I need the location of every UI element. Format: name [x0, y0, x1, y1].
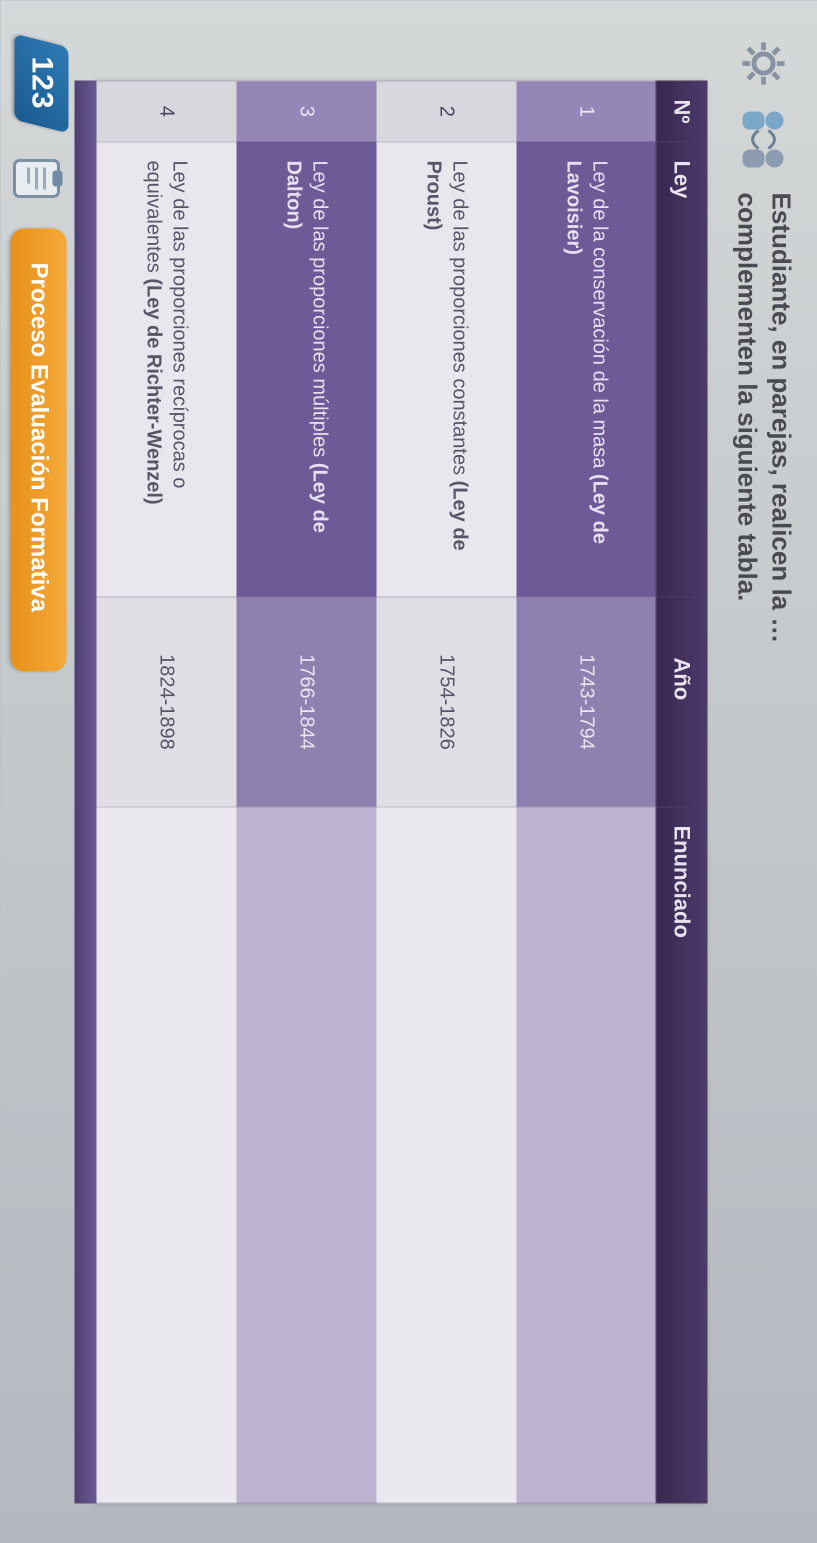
th-ano: Año	[656, 596, 707, 806]
th-ley: Ley	[656, 141, 707, 596]
table-row: 2 Ley de las proporciones constantes (Le…	[376, 81, 516, 1503]
cell-ley: Ley de las proporciones constantes (Ley …	[376, 141, 516, 596]
ley-text: Ley de las proporciones múltiples	[308, 160, 330, 462]
instruction-row: Estudiante, en parejas, realicen la … co…	[729, 40, 797, 1463]
table-row: 1 Ley de la conservación de la masa (Ley…	[516, 81, 656, 1503]
cell-ley: Ley de la conservación de la masa (Ley d…	[516, 141, 656, 596]
cell-ano: 1766-1844	[236, 596, 376, 806]
cell-ley: Ley de las proporciones múltiples (Ley d…	[236, 141, 376, 596]
cell-n: 2	[376, 81, 516, 142]
ley-text: Ley de la conservación de la masa	[588, 160, 610, 474]
cell-n: 3	[236, 81, 376, 142]
cell-enu[interactable]	[96, 806, 236, 1502]
cell-ano: 1754-1826	[376, 596, 516, 806]
gear-icon	[740, 40, 786, 86]
th-enu: Enunciado	[656, 806, 707, 1502]
cell-n: 1	[516, 81, 656, 142]
table-row: 4 Ley de las proporciones recíprocas o e…	[96, 81, 236, 1503]
page-number-badge: 123	[14, 33, 68, 132]
th-n: Nº	[656, 81, 707, 142]
bottom-row: Proceso Evaluación Formativa	[10, 150, 66, 671]
laws-table: Nº Ley Año Enunciado 1 Ley de la conserv…	[96, 80, 708, 1503]
clipboard-icon	[10, 150, 66, 206]
cell-ano: 1743-1794	[516, 596, 656, 806]
page-number: 123	[24, 56, 58, 109]
instruction-text: Estudiante, en parejas, realicen la … co…	[729, 192, 797, 643]
instruction-line2: complementen la siguiente tabla.	[729, 192, 763, 643]
cell-n: 4	[96, 81, 236, 142]
table-foot-strip	[74, 80, 96, 1503]
pair-work-icon	[738, 104, 788, 174]
cell-enu[interactable]	[236, 806, 376, 1502]
cell-ley: Ley de las proporciones recíprocas o equ…	[96, 141, 236, 596]
cell-ano: 1824-1898	[96, 596, 236, 806]
ley-bold: (Ley de Richter-Wenzel)	[142, 278, 164, 504]
cell-enu[interactable]	[516, 806, 656, 1502]
table-row: 3 Ley de las proporciones múltiples (Ley…	[236, 81, 376, 1503]
textbook-page: Estudiante, en parejas, realicen la … co…	[0, 0, 817, 1543]
instruction-line1: Estudiante, en parejas, realicen la …	[763, 192, 797, 643]
cell-enu[interactable]	[376, 806, 516, 1502]
table-header-row: Nº Ley Año Enunciado	[656, 81, 707, 1503]
evaluation-pill: Proceso Evaluación Formativa	[10, 228, 66, 671]
ley-text: Ley de las proporciones constantes	[448, 160, 470, 480]
